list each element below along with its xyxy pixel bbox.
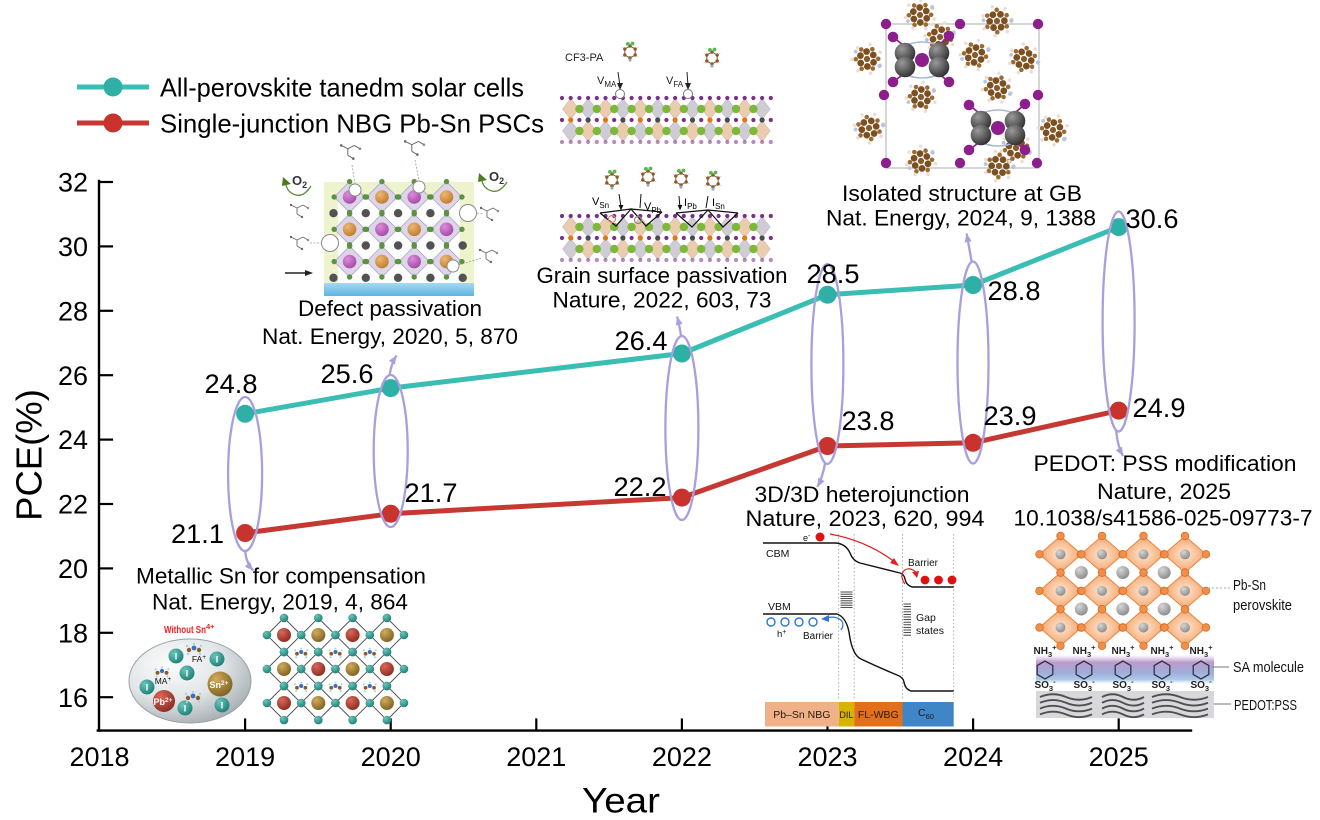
svg-text:22.2: 22.2 xyxy=(614,472,667,502)
svg-text:VPb: VPb xyxy=(644,201,662,215)
svg-text:DIL: DIL xyxy=(839,710,853,720)
svg-text:Pb2+: Pb2+ xyxy=(154,697,173,707)
svg-text:I: I xyxy=(216,655,219,665)
svg-text:IPb: IPb xyxy=(684,197,697,211)
svg-text:CBM: CBM xyxy=(766,548,789,560)
svg-text:VFA: VFA xyxy=(666,75,684,89)
svg-text:28: 28 xyxy=(58,296,88,326)
svg-text:2020: 2020 xyxy=(361,742,421,772)
svg-text:Single-junction NBG Pb-Sn PSCs: Single-junction NBG Pb-Sn PSCs xyxy=(160,108,544,138)
svg-text:Nat. Energy, 2019, 4, 864: Nat. Energy, 2019, 4, 864 xyxy=(152,590,408,615)
svg-text:SO3-: SO3- xyxy=(1190,677,1212,693)
svg-text:21.7: 21.7 xyxy=(405,478,458,508)
svg-text:Without Sn: Without Sn xyxy=(164,625,206,636)
svg-text:Nat. Energy, 2024, 9, 1388: Nat. Energy, 2024, 9, 1388 xyxy=(826,206,1096,231)
svg-text:4+: 4+ xyxy=(206,622,215,631)
svg-text:VBM: VBM xyxy=(768,601,791,613)
svg-text:I: I xyxy=(175,652,178,662)
svg-text:24: 24 xyxy=(58,425,88,455)
svg-text:24.8: 24.8 xyxy=(205,369,258,399)
svg-text:I: I xyxy=(184,704,187,714)
svg-text:20: 20 xyxy=(58,554,88,584)
svg-text:23.8: 23.8 xyxy=(842,406,895,436)
svg-text:Pb-Sn: Pb-Sn xyxy=(1233,577,1266,594)
svg-text:PCE(%): PCE(%) xyxy=(9,389,50,521)
svg-text:SO3-: SO3- xyxy=(1034,677,1056,693)
svg-text:2022: 2022 xyxy=(652,742,712,772)
svg-text:I: I xyxy=(221,701,224,711)
svg-text:22: 22 xyxy=(58,490,88,520)
svg-text:2018: 2018 xyxy=(69,742,129,772)
svg-text:CF3-PA: CF3-PA xyxy=(565,52,604,64)
svg-text:VSn: VSn xyxy=(592,196,609,210)
svg-text:10.1038/s41586-025-09773-7: 10.1038/s41586-025-09773-7 xyxy=(1014,506,1313,531)
svg-text:ISn: ISn xyxy=(712,197,725,211)
svg-text:SO3-: SO3- xyxy=(1112,677,1134,693)
svg-text:Metallic Sn for compensation: Metallic Sn for compensation xyxy=(136,564,426,589)
svg-text:Pb–Sn NBG: Pb–Sn NBG xyxy=(773,709,830,721)
svg-text:Nature, 2023, 620, 994: Nature, 2023, 620, 994 xyxy=(746,506,985,531)
svg-text:16: 16 xyxy=(58,683,88,713)
svg-text:2025: 2025 xyxy=(1089,742,1149,772)
svg-text:2023: 2023 xyxy=(797,742,857,772)
svg-text:30.6: 30.6 xyxy=(1126,204,1179,234)
svg-text:MA+: MA+ xyxy=(155,676,172,686)
svg-text:perovskite: perovskite xyxy=(1233,597,1292,614)
svg-text:28.5: 28.5 xyxy=(807,259,860,289)
svg-text:All-perovskite tanedm solar ce: All-perovskite tanedm solar cells xyxy=(160,72,524,102)
svg-text:25.6: 25.6 xyxy=(321,359,374,389)
svg-text:e-: e- xyxy=(803,533,811,543)
svg-text:3D/3D heterojunction: 3D/3D heterojunction xyxy=(755,482,970,507)
svg-text:Year: Year xyxy=(582,782,660,820)
svg-text:26: 26 xyxy=(58,361,88,391)
svg-text:Nature, 2025: Nature, 2025 xyxy=(1097,479,1231,504)
svg-text:Nat. Energy, 2020, 5, 870: Nat. Energy, 2020, 5, 870 xyxy=(262,324,518,349)
svg-text:Isolated structure at GB: Isolated structure at GB xyxy=(842,181,1082,206)
svg-text:Nature, 2022, 603, 73: Nature, 2022, 603, 73 xyxy=(553,288,772,313)
svg-text:2019: 2019 xyxy=(215,742,275,772)
svg-text:O2: O2 xyxy=(292,173,307,190)
svg-text:2024: 2024 xyxy=(943,742,1003,772)
svg-text:PEDOT:PSS: PEDOT:PSS xyxy=(1234,697,1297,714)
svg-text:24.9: 24.9 xyxy=(1133,393,1186,423)
svg-text:PEDOT: PSS modification: PEDOT: PSS modification xyxy=(1034,451,1297,476)
svg-text:Sn2+: Sn2+ xyxy=(210,680,229,690)
svg-text:Barrier: Barrier xyxy=(803,631,834,642)
svg-text:I: I xyxy=(146,683,149,693)
svg-text:21.1: 21.1 xyxy=(171,519,224,549)
svg-text:SA molecule: SA molecule xyxy=(1233,659,1304,676)
svg-text:18: 18 xyxy=(58,618,88,648)
svg-text:30: 30 xyxy=(58,232,88,262)
svg-text:Defect passivation: Defect passivation xyxy=(298,296,482,321)
svg-text:SO3-: SO3- xyxy=(1073,677,1095,693)
svg-text:h+: h+ xyxy=(777,629,786,640)
svg-text:FA+: FA+ xyxy=(192,654,206,664)
svg-text:Barrier: Barrier xyxy=(908,558,939,569)
svg-text:VMA: VMA xyxy=(597,75,617,89)
svg-text:28.8: 28.8 xyxy=(988,276,1041,306)
svg-text:FL-WBG: FL-WBG xyxy=(858,709,899,721)
svg-text:I: I xyxy=(186,669,189,679)
svg-text:32: 32 xyxy=(58,168,88,198)
svg-text:23.9: 23.9 xyxy=(984,401,1037,431)
svg-text:Grain surface passivation: Grain surface passivation xyxy=(537,263,788,288)
svg-text:2021: 2021 xyxy=(506,742,566,772)
svg-text:SO3-: SO3- xyxy=(1151,677,1173,693)
svg-text:states: states xyxy=(916,625,944,637)
svg-text:26.4: 26.4 xyxy=(615,326,668,356)
svg-text:Gap: Gap xyxy=(916,612,936,624)
svg-text:O2: O2 xyxy=(489,169,504,186)
